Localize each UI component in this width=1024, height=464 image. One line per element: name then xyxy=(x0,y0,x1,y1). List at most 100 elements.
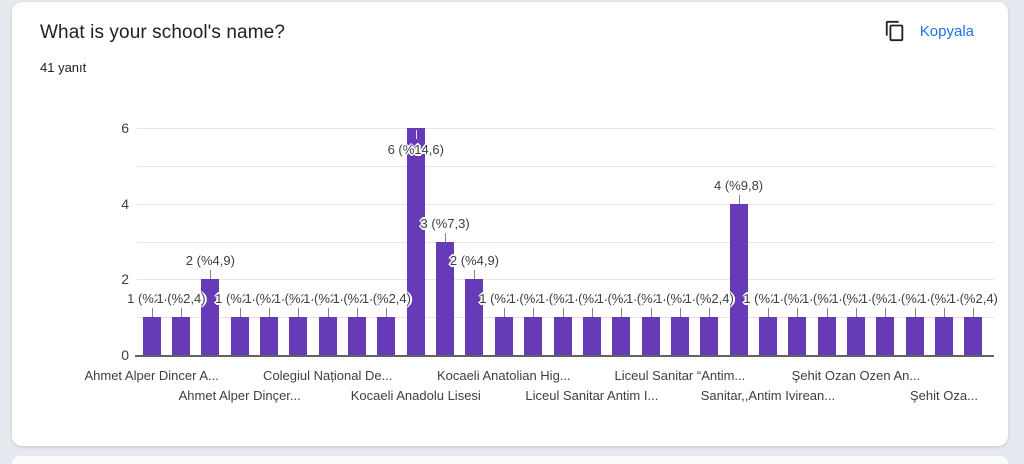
bar-value-label: 1 (%2,4) xyxy=(743,291,793,307)
bar-value-label: 1 (%2,4) xyxy=(156,291,206,307)
y-axis-tick-label: 4 xyxy=(121,195,129,212)
bar xyxy=(318,317,337,355)
bar-label-leader-line xyxy=(591,308,593,318)
bar xyxy=(700,317,719,355)
bar-value-label: 1 (%2,4) xyxy=(919,291,969,307)
bar-value-label: 1 (%2,4) xyxy=(508,291,558,307)
copy-button[interactable]: Kopyala xyxy=(884,20,974,42)
bar-value-label: 1 (%2,4) xyxy=(303,291,353,307)
bar-value-label: 1 (%2,4) xyxy=(684,291,734,307)
gridline xyxy=(137,279,994,281)
bar xyxy=(406,128,425,355)
x-axis-category-label: Ahmet Alper Dinçer... xyxy=(178,388,301,403)
bar-label-leader-line xyxy=(826,308,828,318)
bar-label-leader-line xyxy=(415,130,417,139)
bar-value-label: 1 (%2,4) xyxy=(361,291,411,307)
bar-value-label: 1 (%2,4) xyxy=(772,291,822,307)
gridline xyxy=(137,241,994,243)
bar-value-label: 1 (%2,4) xyxy=(479,291,529,307)
bar xyxy=(348,317,367,355)
x-axis-category-label: Liceul Sanitar Antim I... xyxy=(525,388,659,403)
x-axis-category-label: Ahmet Alper Dincer A... xyxy=(84,368,219,383)
bar-label-leader-line xyxy=(357,308,359,318)
bar-label-leader-line xyxy=(181,308,183,318)
bar xyxy=(758,317,777,355)
bar-value-label: 1 (%2,4) xyxy=(332,291,382,307)
x-axis-category-label: Kocaeli Anadolu Lisesi xyxy=(350,388,481,403)
bar-value-label: 1 (%2,4) xyxy=(655,291,705,307)
bar xyxy=(201,279,220,355)
x-axis-category-label: Sanitar,,Antim Ivirean... xyxy=(700,388,836,403)
bar xyxy=(142,317,161,355)
gridline xyxy=(137,165,994,167)
bar-label-leader-line xyxy=(533,308,535,318)
bar-label-leader-line xyxy=(885,308,887,318)
bar xyxy=(172,317,191,355)
bar-label-leader-line xyxy=(503,308,505,318)
y-axis-tick-label: 0 xyxy=(121,347,129,363)
bar xyxy=(729,203,748,355)
bar xyxy=(230,317,249,355)
bar-label-leader-line xyxy=(650,308,652,318)
bar xyxy=(612,317,631,355)
bar-label-leader-line xyxy=(210,270,212,280)
bar-value-label: 1 (%2,4) xyxy=(127,291,177,307)
bar-value-label: 1 (%2,4) xyxy=(831,291,881,307)
bar-value-label: 1 (%2,4) xyxy=(273,291,323,307)
bar-label-leader-line xyxy=(679,308,681,318)
bar-value-label: 4 (%9,8) xyxy=(713,177,764,193)
bar xyxy=(876,317,895,355)
copy-icon xyxy=(884,20,906,42)
gridline xyxy=(137,128,994,129)
bar xyxy=(934,317,953,355)
response-count: 41 yanıt xyxy=(40,60,87,75)
bar-label-leader-line xyxy=(797,308,799,318)
bar xyxy=(494,317,513,355)
bar xyxy=(436,241,455,355)
bar-label-leader-line xyxy=(973,308,975,318)
bar-value-label: 1 (%2,4) xyxy=(215,291,265,307)
bar-label-leader-line xyxy=(445,232,447,242)
bar-label-leader-line xyxy=(855,308,857,318)
bar-value-label: 3 (%7,3) xyxy=(420,215,470,231)
bar xyxy=(582,317,601,355)
bar xyxy=(817,317,836,355)
bar-value-label: 1 (%2,4) xyxy=(625,291,676,307)
bar-label-leader-line xyxy=(327,308,329,318)
x-axis-line xyxy=(135,355,994,357)
bar xyxy=(788,317,807,355)
bar xyxy=(641,317,660,355)
bar-label-leader-line xyxy=(474,270,476,280)
bar-label-leader-line xyxy=(239,308,241,318)
question-title: What is your school's name? xyxy=(40,22,285,43)
y-axis-tick-label: 6 xyxy=(121,120,129,136)
x-axis-category-label: Colegiul Național De... xyxy=(263,368,393,383)
bar-value-label: 1 (%2,4) xyxy=(890,291,940,307)
bar xyxy=(377,317,396,355)
bar-value-label: 1 (%2,4) xyxy=(802,291,852,307)
bar-value-label: 1 (%2,4) xyxy=(596,291,646,307)
bar-value-label: 1 (%2,4) xyxy=(244,291,294,307)
bar-label-leader-line xyxy=(298,308,300,318)
bar-label-leader-line xyxy=(562,308,564,318)
bar-label-leader-line xyxy=(621,308,623,318)
x-axis-category-label: Kocaeli Anatolian Hig... xyxy=(436,368,571,383)
copy-button-label: Kopyala xyxy=(919,22,974,40)
response-card: What is your school's name? Kopyala 41 y… xyxy=(12,2,1008,446)
x-axis-category-label: Şehit Ozan Ozen An... xyxy=(791,368,921,383)
bar xyxy=(260,317,279,355)
next-card-edge xyxy=(12,456,1008,464)
bar-value-label: 1 (%2,4) xyxy=(860,291,910,307)
bar xyxy=(670,317,689,355)
bar-label-leader-line xyxy=(151,308,153,318)
bar xyxy=(964,317,983,355)
bar xyxy=(465,279,484,355)
bar-label-leader-line xyxy=(269,308,271,318)
bar-label-leader-line xyxy=(914,308,916,318)
bar xyxy=(846,317,865,355)
bar-value-label: 1 (%2,4) xyxy=(567,291,617,307)
gridline xyxy=(137,203,994,205)
bar-value-label: 6 (%14,6) xyxy=(387,142,444,157)
y-axis-tick-label: 2 xyxy=(121,271,129,288)
